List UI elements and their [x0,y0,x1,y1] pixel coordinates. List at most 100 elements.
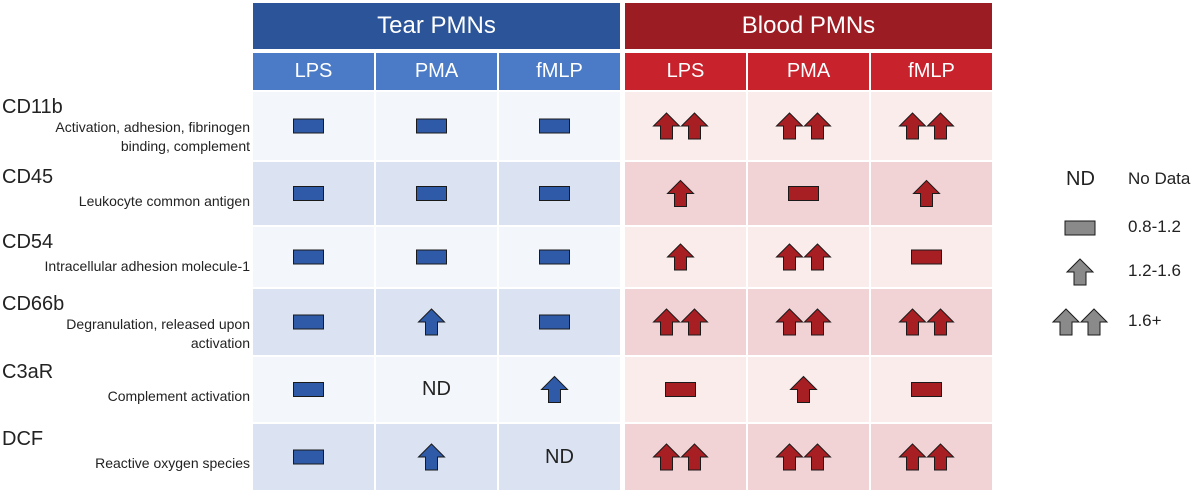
marker-name: CD66b [2,293,65,315]
cell-double-arrow-icon-1 [898,443,927,471]
row-label-cd66b: CD66b Degranulation, released upon activat… [0,293,250,355]
group-header-blood: Blood PMNs [625,3,992,49]
legend-symbol-arrow [1065,258,1095,286]
marker-description: Leukocyte common antigen [0,192,250,211]
cell-double-arrow-icon-1 [775,112,804,140]
legend-nd-label: ND [1066,168,1095,190]
legend-double-arrow-icon-2 [1079,308,1109,336]
marker-description-line: Degranulation, released upon [66,316,250,332]
cell-dcf-tear-lps [253,424,374,490]
cell-bar-icon [788,186,819,201]
cell-cd66b-blood-lps [625,289,746,355]
no-data-label: ND [422,378,451,400]
cell-bar-icon [911,249,942,265]
stimulus-header-lps: LPS [625,53,746,90]
cell-symbol [293,314,324,330]
cell-symbol [539,314,570,330]
cell-symbol [898,112,955,140]
cell-bar-icon [293,118,324,134]
legend-label: 0.8-1.2 [1128,217,1181,236]
cell-cd54-blood-fmlp [871,227,992,287]
marker-description: Degranulation, released upon activation [0,315,250,353]
cell-bar-icon [539,118,570,134]
cell-symbol [775,308,832,336]
cell-symbol [666,243,695,271]
cell-double-arrow-icon-2 [680,443,709,471]
cell-up-arrow-icon [417,443,446,471]
marker-description-line: binding, complement [120,138,250,154]
cell-cd66b-tear-lps [253,289,374,355]
marker-description-line: Reactive oxygen species [95,455,250,471]
cell-symbol [665,382,696,397]
cell-symbol [775,112,832,140]
cell-double-arrow-icon-1 [652,443,681,471]
marker-description-line: Intracellular adhesion molecule-1 [44,258,250,274]
cell-dcf-blood-pma [748,424,869,490]
cell-cd11b-tear-fmlp [499,92,620,160]
cell-double-arrow-icon-2 [926,308,955,336]
legend-label: No Data [1128,169,1191,188]
cell-up-arrow-icon [912,179,941,207]
marker-name: CD45 [2,166,54,188]
cell-up-arrow-icon [666,243,695,271]
cell-up-arrow-icon [666,179,695,207]
cell-cd54-blood-lps [625,227,746,287]
cell-bar-icon [665,382,696,397]
cell-c3ar-blood-pma [748,357,869,422]
cell-cd54-blood-pma [748,227,869,287]
cell-symbol [293,186,324,201]
cell-double-arrow-icon-2 [926,443,955,471]
cell-symbol [539,249,570,265]
cell-dcf-blood-fmlp [871,424,992,490]
cell-double-arrow-icon-1 [775,243,804,271]
marker-description: Activation, adhesion, fibrinogen binding,… [0,118,250,156]
marker-name: C3aR [2,361,54,383]
row-label-cd11b: CD11b Activation, adhesion, fibrinogen bin… [0,96,250,160]
cell-cd54-tear-lps [253,227,374,287]
cell-symbol [652,112,709,140]
cell-cd54-tear-pma [376,227,497,287]
cell-symbol [417,308,446,336]
cell-symbol [540,375,569,403]
cell-cd66b-blood-pma [748,289,869,355]
cell-dcf-tear-fmlp: ND [499,424,620,490]
cell-symbol [788,186,819,201]
cell-bar-icon [293,382,324,397]
cell-double-arrow-icon-2 [680,112,709,140]
cell-up-arrow-icon [540,375,569,403]
marker-description-line: Activation, adhesion, fibrinogen [55,119,250,135]
cell-cd11b-tear-pma [376,92,497,160]
cell-bar-icon [293,314,324,330]
cell-cd45-blood-fmlp [871,162,992,225]
row-label-cd45: CD45 Leukocyte common antigen [0,166,250,225]
cell-c3ar-tear-lps [253,357,374,422]
cell-bar-icon [293,449,324,465]
cell-c3ar-blood-lps [625,357,746,422]
cell-bar-icon [539,186,570,201]
cell-c3ar-tear-pma: ND [376,357,497,422]
cell-cd11b-tear-lps [253,92,374,160]
cell-cd45-tear-lps [253,162,374,225]
cell-symbol [789,375,818,403]
stimulus-header-fmlp: fMLP [871,53,992,90]
cell-cd11b-blood-pma [748,92,869,160]
cell-double-arrow-icon-2 [803,112,832,140]
cell-symbol [911,382,942,397]
legend-label: 1.6+ [1128,311,1162,330]
no-data-label: ND [545,445,574,468]
cell-cd66b-blood-fmlp [871,289,992,355]
cell-cd66b-tear-pma [376,289,497,355]
cell-symbol [911,249,942,265]
cell-double-arrow-icon-2 [803,243,832,271]
stimulus-header-pma: PMA [376,53,497,90]
cell-symbol [652,308,709,336]
cell-double-arrow-icon-2 [680,308,709,336]
cell-symbol [912,179,941,207]
cell-bar-icon [293,186,324,201]
stimulus-header-lps: LPS [253,53,374,90]
cell-bar-icon [539,249,570,265]
cell-cd11b-blood-lps [625,92,746,160]
cell-bar-icon [416,186,447,201]
cell-symbol [293,382,324,397]
cell-cd45-blood-pma [748,162,869,225]
